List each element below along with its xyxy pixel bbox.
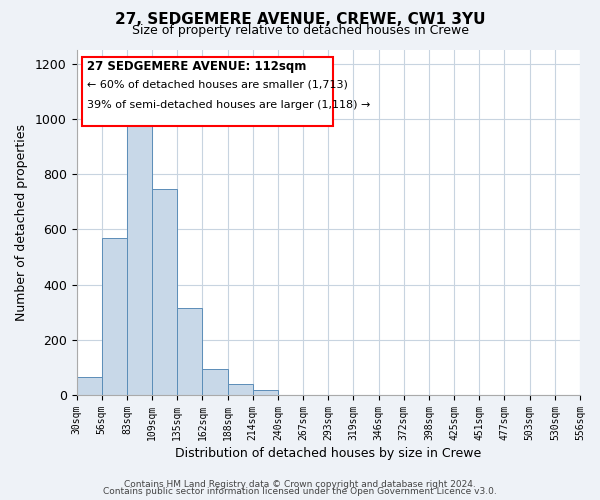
Bar [227,384,253,395]
Text: 39% of semi-detached houses are larger (1,118) →: 39% of semi-detached houses are larger (… [86,100,370,110]
X-axis label: Distribution of detached houses by size in Crewe: Distribution of detached houses by size … [175,447,481,460]
Y-axis label: Number of detached properties: Number of detached properties [15,124,28,321]
Bar [152,190,177,395]
Bar [202,369,227,395]
Text: 27 SEDGEMERE AVENUE: 112sqm: 27 SEDGEMERE AVENUE: 112sqm [86,60,306,74]
Bar [102,238,127,395]
Text: ← 60% of detached houses are smaller (1,713): ← 60% of detached houses are smaller (1,… [86,80,347,90]
Bar [253,390,278,395]
Bar [77,377,102,395]
FancyBboxPatch shape [82,57,334,126]
Text: Contains public sector information licensed under the Open Government Licence v3: Contains public sector information licen… [103,487,497,496]
Bar [127,119,152,395]
Text: Size of property relative to detached houses in Crewe: Size of property relative to detached ho… [131,24,469,37]
Text: Contains HM Land Registry data © Crown copyright and database right 2024.: Contains HM Land Registry data © Crown c… [124,480,476,489]
Bar [177,308,202,395]
Text: 27, SEDGEMERE AVENUE, CREWE, CW1 3YU: 27, SEDGEMERE AVENUE, CREWE, CW1 3YU [115,12,485,28]
